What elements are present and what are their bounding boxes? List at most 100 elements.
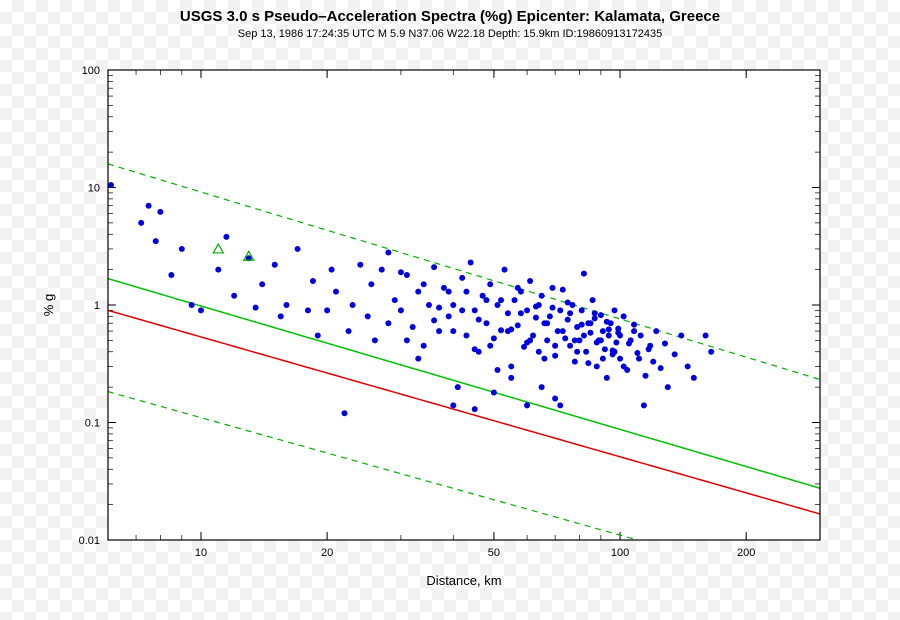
data-point bbox=[541, 356, 547, 362]
data-point bbox=[295, 246, 301, 252]
data-point bbox=[691, 375, 697, 381]
data-point bbox=[450, 328, 456, 334]
x-tick-label: 10 bbox=[195, 547, 207, 559]
data-point bbox=[565, 300, 571, 306]
data-point bbox=[385, 249, 391, 255]
data-point bbox=[459, 275, 465, 281]
data-point bbox=[572, 359, 578, 365]
data-point bbox=[415, 356, 421, 362]
data-point bbox=[672, 351, 678, 357]
data-point bbox=[421, 343, 427, 349]
data-point bbox=[552, 396, 558, 402]
data-point bbox=[557, 307, 563, 313]
data-point bbox=[215, 267, 221, 273]
data-point bbox=[587, 330, 593, 336]
y-axis-label: % g bbox=[41, 294, 56, 316]
data-point bbox=[650, 359, 656, 365]
data-point bbox=[476, 317, 482, 323]
data-point bbox=[483, 297, 489, 303]
data-point bbox=[508, 375, 514, 381]
data-point bbox=[157, 209, 163, 215]
data-point bbox=[515, 322, 521, 328]
data-point bbox=[284, 302, 290, 308]
data-point bbox=[398, 269, 404, 275]
data-point bbox=[598, 312, 604, 318]
data-point bbox=[463, 333, 469, 339]
data-point bbox=[379, 267, 385, 273]
data-point bbox=[138, 220, 144, 226]
data-point bbox=[583, 349, 589, 355]
data-point bbox=[463, 289, 469, 295]
data-point bbox=[329, 267, 335, 273]
data-point bbox=[431, 317, 437, 323]
data-point bbox=[636, 356, 642, 362]
data-point bbox=[179, 246, 185, 252]
data-point bbox=[641, 402, 647, 408]
data-point bbox=[278, 313, 284, 319]
data-point bbox=[574, 349, 580, 355]
data-point bbox=[594, 363, 600, 369]
data-point bbox=[621, 363, 627, 369]
data-point bbox=[567, 310, 573, 316]
data-point bbox=[646, 346, 652, 352]
data-point bbox=[415, 289, 421, 295]
data-point bbox=[392, 297, 398, 303]
data-point bbox=[552, 353, 558, 359]
data-point bbox=[708, 349, 714, 355]
x-tick-label: 100 bbox=[611, 547, 629, 559]
data-point bbox=[404, 272, 410, 278]
data-point bbox=[259, 281, 265, 287]
data-point bbox=[544, 337, 550, 343]
data-point bbox=[372, 337, 378, 343]
data-point bbox=[153, 238, 159, 244]
data-point bbox=[515, 285, 521, 291]
data-point bbox=[602, 346, 608, 352]
data-point bbox=[560, 328, 566, 334]
data-point bbox=[604, 319, 610, 325]
data-point bbox=[491, 390, 497, 396]
data-point bbox=[341, 410, 347, 416]
y-tick-label: 10 bbox=[88, 183, 100, 195]
data-point bbox=[426, 302, 432, 308]
data-point bbox=[446, 289, 452, 295]
data-point bbox=[324, 307, 330, 313]
data-point bbox=[565, 317, 571, 323]
data-point bbox=[612, 349, 618, 355]
data-point bbox=[567, 343, 573, 349]
data-point bbox=[421, 281, 427, 287]
data-point bbox=[198, 307, 204, 313]
data-point bbox=[600, 328, 606, 334]
data-point bbox=[168, 272, 174, 278]
data-point bbox=[527, 278, 533, 284]
data-point bbox=[498, 297, 504, 303]
data-point bbox=[579, 322, 585, 328]
data-point bbox=[592, 310, 598, 316]
data-point bbox=[606, 333, 612, 339]
data-point bbox=[533, 315, 539, 321]
x-tick-label: 50 bbox=[488, 547, 500, 559]
data-point bbox=[410, 324, 416, 330]
data-point bbox=[436, 305, 442, 311]
data-point bbox=[527, 337, 533, 343]
data-point bbox=[487, 343, 493, 349]
data-point bbox=[617, 356, 623, 362]
data-point bbox=[512, 297, 518, 303]
data-point bbox=[579, 307, 585, 313]
x-tick-label: 20 bbox=[321, 547, 333, 559]
data-point bbox=[594, 339, 600, 345]
data-point bbox=[685, 363, 691, 369]
data-point bbox=[315, 333, 321, 339]
chart-container: USGS 3.0 s Pseudo–Acceleration Spectra (… bbox=[0, 0, 900, 620]
data-point bbox=[612, 307, 618, 313]
data-point bbox=[310, 278, 316, 284]
data-point bbox=[678, 333, 684, 339]
data-point bbox=[505, 310, 511, 316]
data-point bbox=[547, 313, 553, 319]
data-point bbox=[346, 328, 352, 334]
data-point bbox=[508, 326, 514, 332]
data-point bbox=[617, 333, 623, 339]
data-point bbox=[631, 322, 637, 328]
data-point bbox=[585, 360, 591, 366]
data-point bbox=[557, 402, 563, 408]
data-point bbox=[404, 337, 410, 343]
